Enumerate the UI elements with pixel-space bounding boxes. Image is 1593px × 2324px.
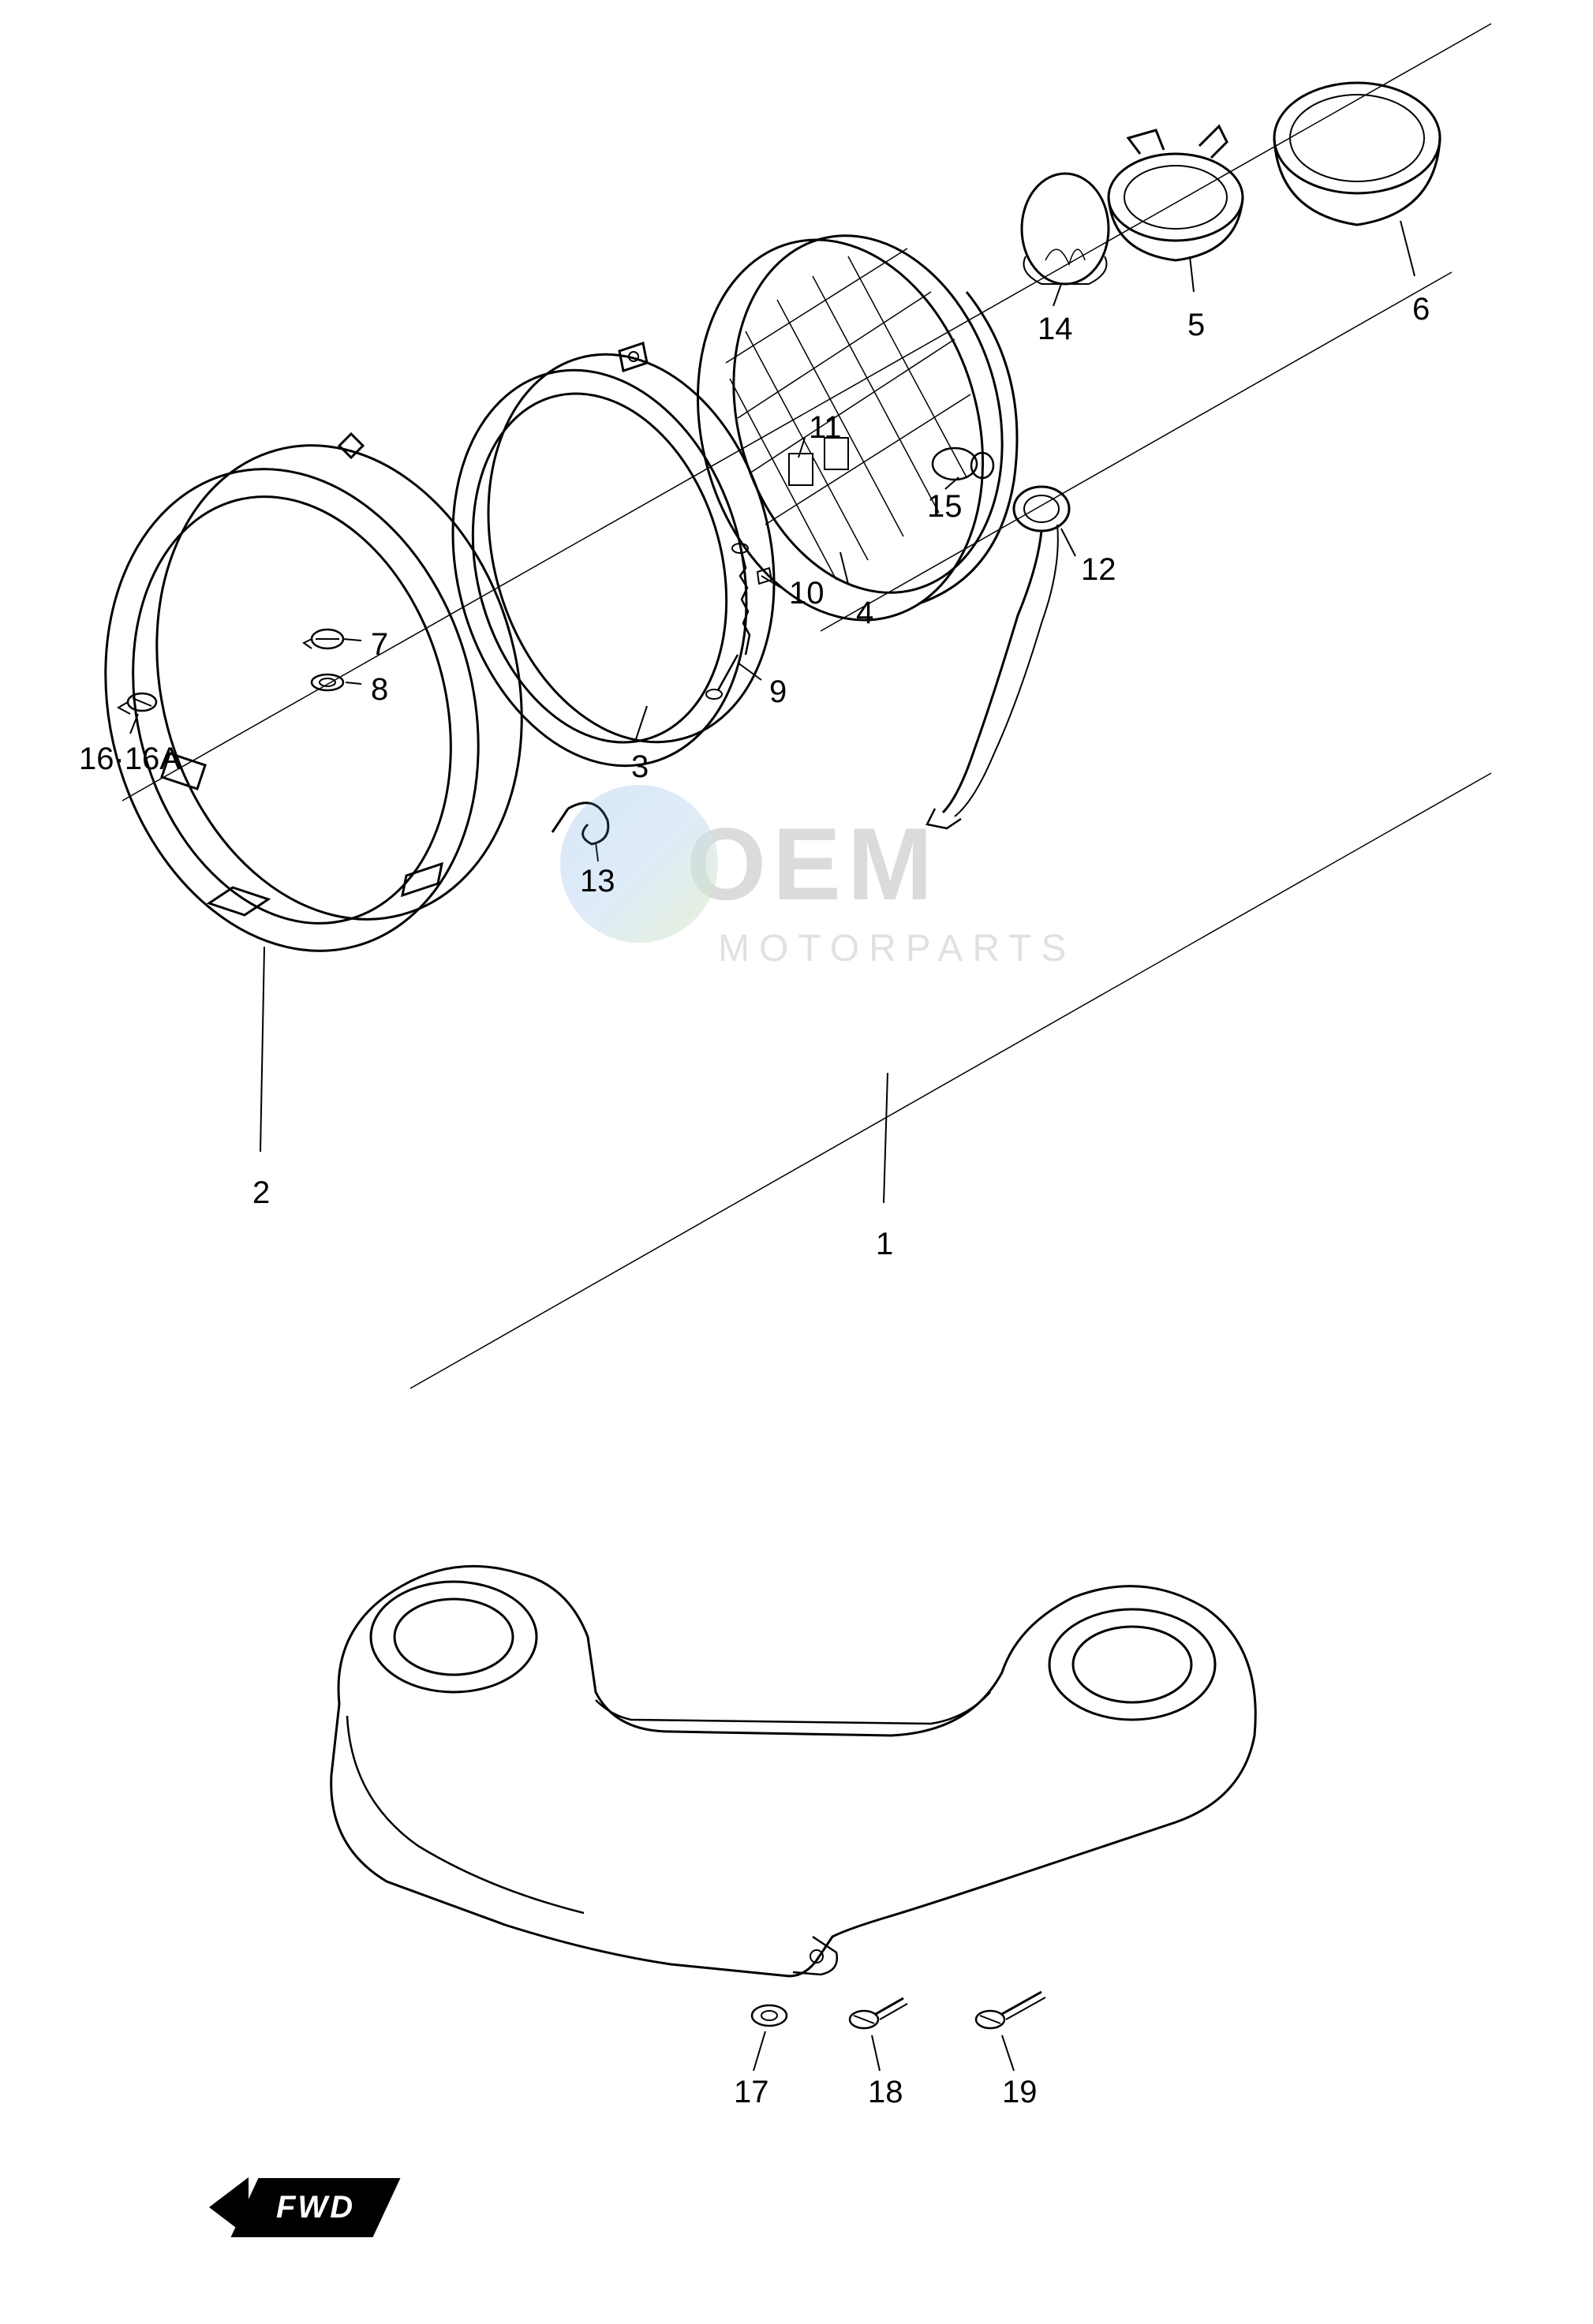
watermark-subtext: MOTORPARTS [718,927,1075,970]
label-8: 8 [371,672,388,708]
diagram-container: OEM MOTORPARTS 1 2 3 4 5 6 7 8 9 10 11 1… [0,0,1593,2324]
label-5: 5 [1187,308,1205,343]
label-7: 7 [371,627,388,663]
part-16-screw [118,693,156,714]
label-4: 4 [856,596,873,631]
watermark-logo: OEM [560,785,1075,943]
label-17: 17 [734,2075,769,2110]
label-18: 18 [868,2075,903,2110]
label-10: 10 [789,576,825,611]
fwd-badge: FWD [231,2178,401,2237]
watermark-brand: OEM [686,805,939,923]
part-17-washer [752,2005,787,2026]
label-16: 16·16A [79,742,181,777]
part-19-screw [976,1992,1045,2028]
label-6: 6 [1412,292,1430,327]
part-12-wire-socket [927,487,1069,828]
label-14: 14 [1038,312,1073,347]
label-1: 1 [876,1227,893,1262]
part-1-lens [657,205,1041,652]
label-11: 11 [809,410,842,446]
fwd-text: FWD [276,2190,355,2225]
lower-bracket [331,1566,1256,1976]
label-3: 3 [631,749,649,785]
part-2-outer-ring [54,404,574,993]
part-9-10-spring [706,544,772,699]
leader-lines [130,221,1415,2071]
part-14-bulb [1022,174,1109,284]
assembly-lines [122,24,1491,1388]
part-5-socket [1109,126,1243,260]
part-7-8-screw [304,630,343,690]
label-9: 9 [769,674,787,710]
label-15: 15 [927,489,963,525]
part-6-cover [1274,83,1440,225]
label-19: 19 [1002,2075,1038,2110]
part-15-small-bulb [933,448,993,480]
part-18-screw [850,1998,907,2028]
label-13: 13 [580,864,615,899]
parts-diagram-svg [0,0,1593,2324]
watermark: OEM MOTORPARTS [560,785,1075,970]
label-2: 2 [252,1175,270,1211]
label-12: 12 [1081,552,1116,588]
